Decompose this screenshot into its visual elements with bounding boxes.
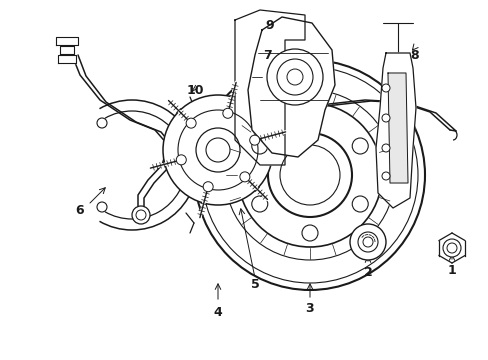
- Circle shape: [442, 239, 460, 257]
- Text: 1: 1: [447, 264, 455, 276]
- Text: 4: 4: [213, 306, 222, 319]
- Circle shape: [223, 108, 232, 118]
- Circle shape: [381, 172, 389, 180]
- Polygon shape: [56, 37, 78, 45]
- Circle shape: [351, 138, 367, 154]
- Circle shape: [203, 182, 213, 192]
- Circle shape: [302, 225, 317, 241]
- Text: 7: 7: [263, 49, 272, 62]
- Circle shape: [381, 114, 389, 122]
- Circle shape: [349, 224, 385, 260]
- Circle shape: [251, 138, 267, 154]
- Circle shape: [132, 206, 150, 224]
- Polygon shape: [60, 46, 74, 54]
- Text: 8: 8: [410, 49, 418, 62]
- Text: 3: 3: [305, 302, 314, 315]
- Circle shape: [251, 196, 267, 212]
- Text: 9: 9: [265, 18, 274, 32]
- Circle shape: [186, 118, 196, 128]
- Circle shape: [80, 113, 183, 217]
- Text: 2: 2: [363, 266, 372, 279]
- Circle shape: [176, 155, 186, 165]
- Circle shape: [163, 95, 272, 205]
- Polygon shape: [58, 55, 76, 63]
- Text: 10: 10: [186, 84, 203, 96]
- Circle shape: [267, 133, 351, 217]
- Circle shape: [381, 144, 389, 152]
- Circle shape: [302, 109, 317, 125]
- Circle shape: [381, 84, 389, 92]
- Circle shape: [195, 60, 424, 290]
- Polygon shape: [235, 10, 305, 165]
- Circle shape: [249, 135, 259, 145]
- Circle shape: [351, 196, 367, 212]
- Text: 6: 6: [76, 203, 84, 216]
- Polygon shape: [375, 53, 415, 208]
- Text: 5: 5: [250, 279, 259, 292]
- Polygon shape: [247, 17, 334, 157]
- Polygon shape: [387, 73, 407, 183]
- Circle shape: [266, 49, 323, 105]
- Circle shape: [240, 172, 249, 182]
